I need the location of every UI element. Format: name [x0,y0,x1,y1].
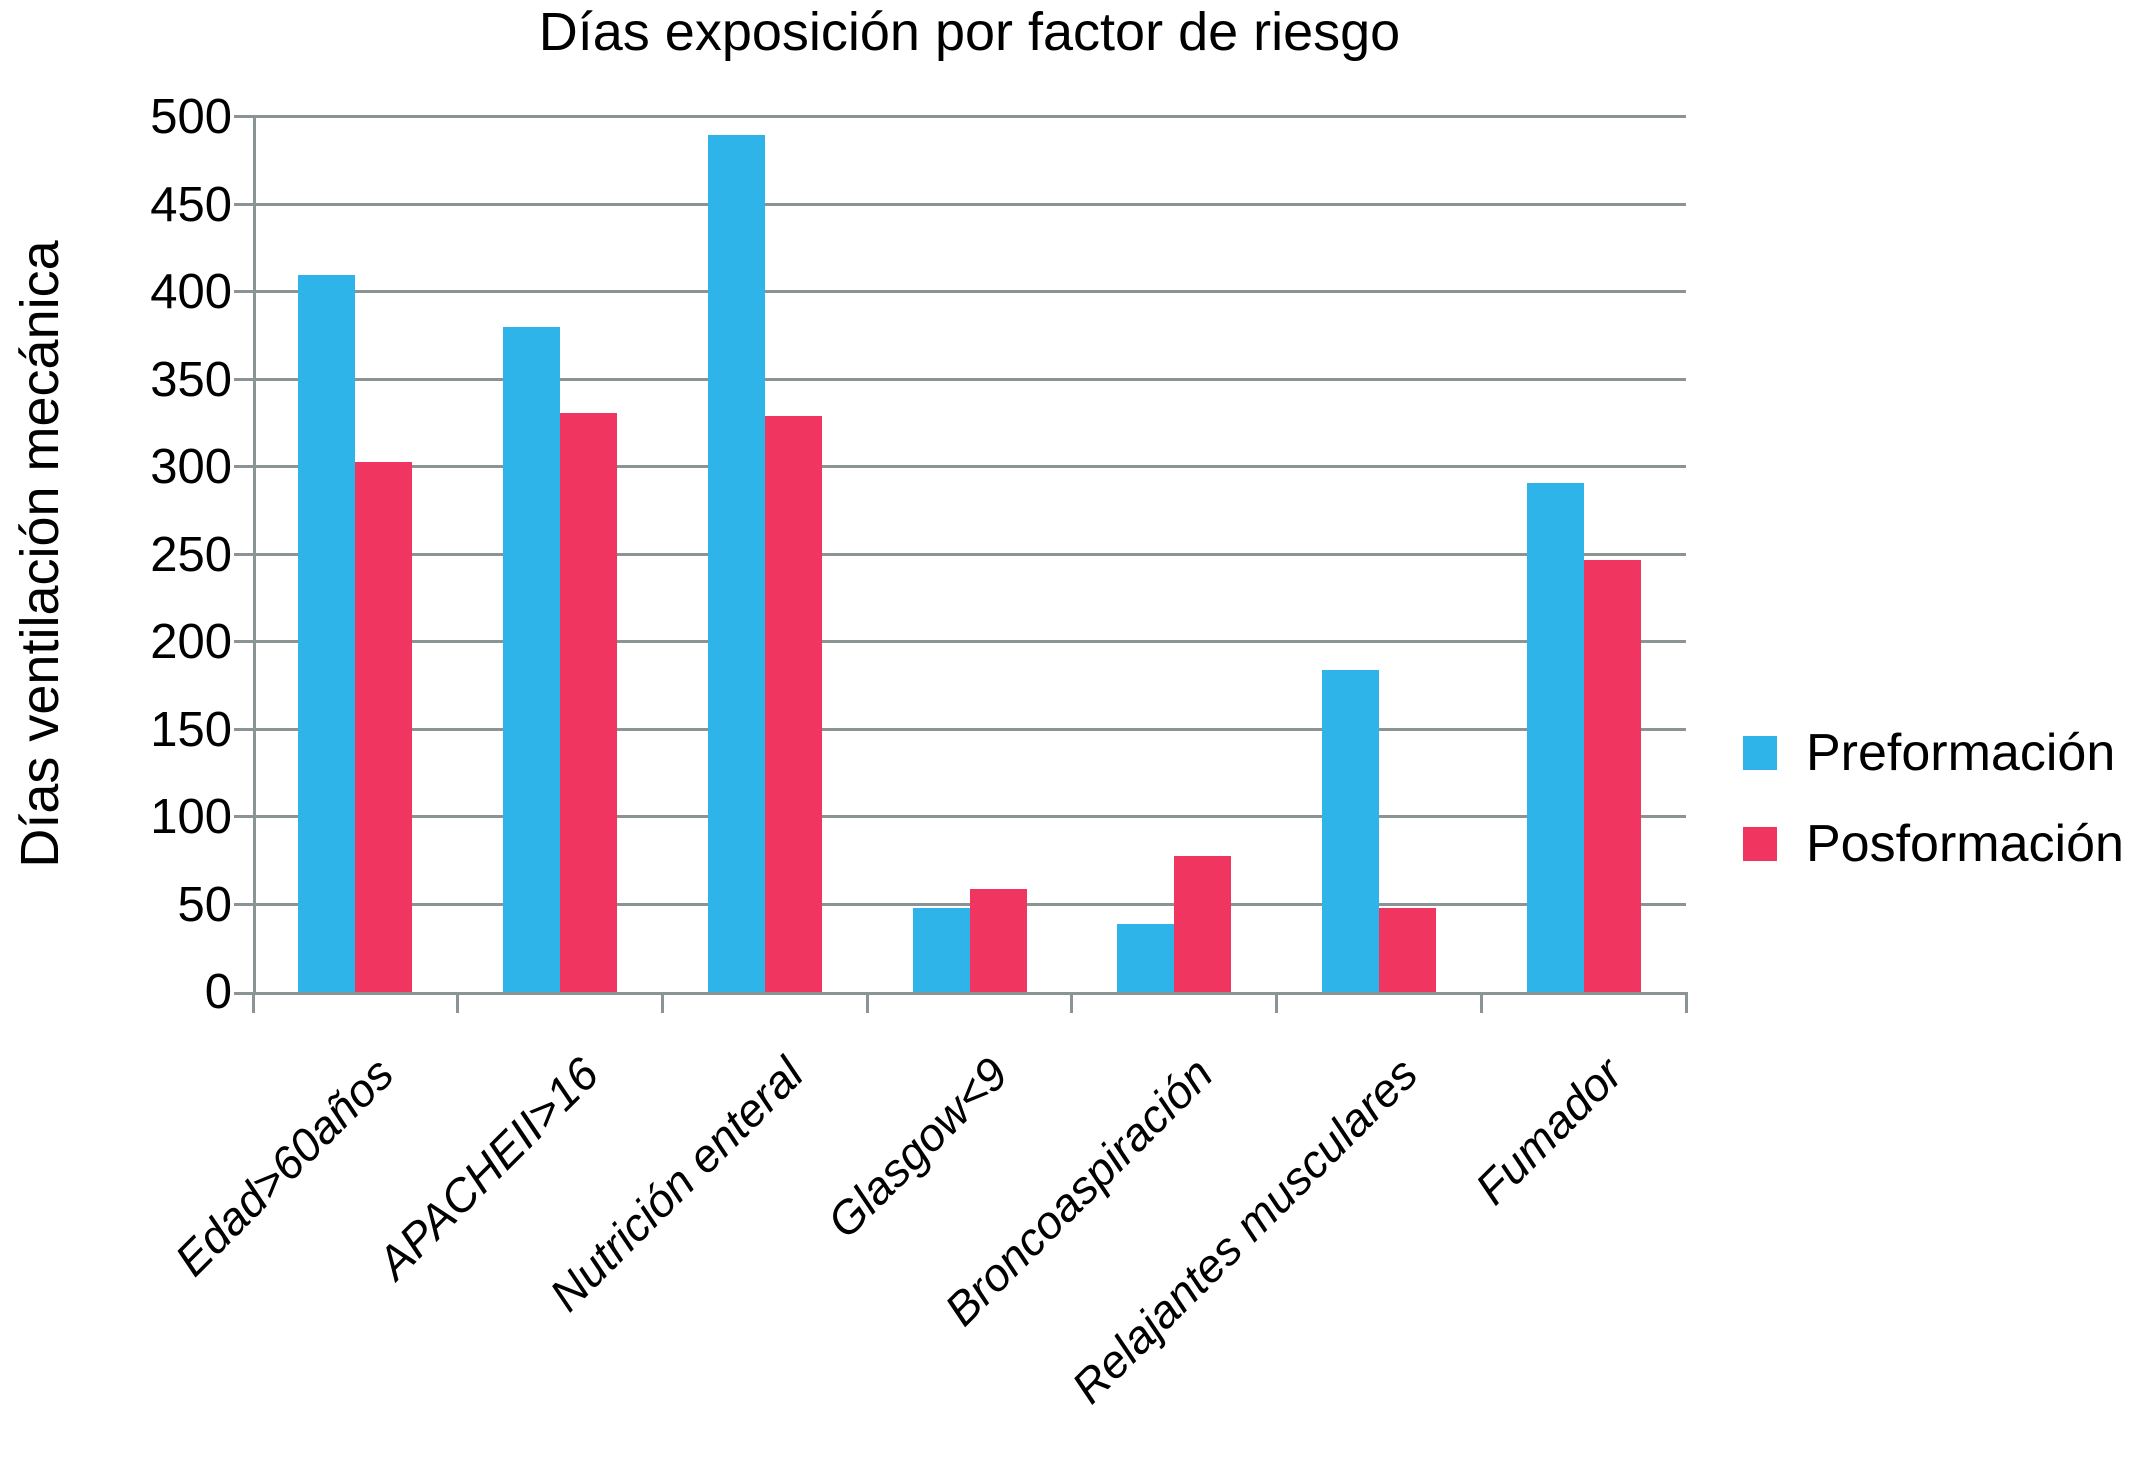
x-category-label-6: Fumador [1464,1047,1632,1215]
y-tick-label-450: 450 [150,177,232,232]
y-tick-label-350: 350 [150,352,232,407]
gridline-250 [253,552,1686,556]
legend-swatch-preformacion [1743,736,1777,770]
x-tick-6 [1479,992,1483,1013]
y-tick-500 [234,115,253,118]
x-category-label-5: Relajantes musculares [1061,1047,1427,1414]
bar-posformacion-2 [764,416,822,992]
bar-preformacion-4 [1117,923,1175,992]
chart-title: Días exposición por factor de riesgo [538,2,1401,62]
y-tick-label-300: 300 [150,440,232,494]
y-tick-300 [234,465,253,468]
gridline-150 [253,727,1686,731]
y-tick-label-150: 150 [150,702,232,757]
y-tick-label-200: 200 [150,615,232,669]
bar-posformacion-6 [1583,559,1641,992]
bar-preformacion-5 [1321,670,1379,992]
x-tick-3 [865,992,869,1013]
gridline-300 [253,465,1686,468]
y-tick-label-100: 100 [150,790,232,844]
x-category-label-0: Edad>60años [164,1047,404,1286]
legend-swatch-posformacion [1743,827,1777,861]
y-tick-label-500: 500 [150,90,232,144]
legend-item-preformacion: Preformación [1743,724,2124,782]
legend: Preformación Posformación [1743,724,2124,906]
y-tick-label-250: 250 [150,527,232,582]
x-tick-0 [251,992,255,1013]
bar-posformacion-0 [355,461,413,992]
bar-preformacion-6 [1526,482,1584,992]
y-tick-400 [234,290,253,293]
x-tick-2 [660,992,664,1013]
bar-posformacion-5 [1378,908,1436,992]
legend-label-preformacion: Preformación [1806,724,2116,782]
y-tick-250 [234,552,253,556]
y-tick-label-0: 0 [204,965,232,1019]
legend-item-posformacion: Posformación [1743,815,2124,873]
x-tick-7 [1684,992,1688,1013]
gridline-400 [253,290,1686,293]
bar-posformacion-3 [969,888,1027,992]
gridline-100 [253,815,1686,818]
y-tick-200 [234,640,253,643]
y-tick-label-50: 50 [177,877,232,932]
x-tick-5 [1275,992,1279,1013]
gridline-350 [253,377,1686,381]
x-tick-4 [1070,992,1074,1013]
legend-label-posformacion: Posformación [1806,815,2124,873]
bar-preformacion-2 [707,134,765,992]
bar-preformacion-0 [298,274,356,992]
gridline-200 [253,640,1686,643]
plot-area: 0 50 100 150 200 250 300 350 400 450 500 Edad>60año… [150,92,1688,1413]
bar-posformacion-4 [1174,855,1232,992]
x-axis-line [253,992,1686,995]
gridline-500 [253,115,1686,118]
bar-preformacion-3 [912,908,970,992]
gridline-450 [253,202,1686,206]
y-tick-0 [234,992,253,995]
y-tick-350 [234,377,253,381]
x-category-label-3: Glasgow<9 [817,1047,1018,1248]
y-tick-label-400: 400 [150,265,232,319]
y-tick-150 [234,727,253,731]
y-tick-100 [234,815,253,818]
y-axis-title: Días ventilación mecánica [10,240,70,868]
bar-posformacion-1 [560,412,618,992]
y-tick-450 [234,202,253,206]
y-axis-line [253,117,256,995]
x-tick-1 [456,992,460,1013]
bar-preformacion-1 [503,327,561,992]
y-tick-50 [234,902,253,906]
